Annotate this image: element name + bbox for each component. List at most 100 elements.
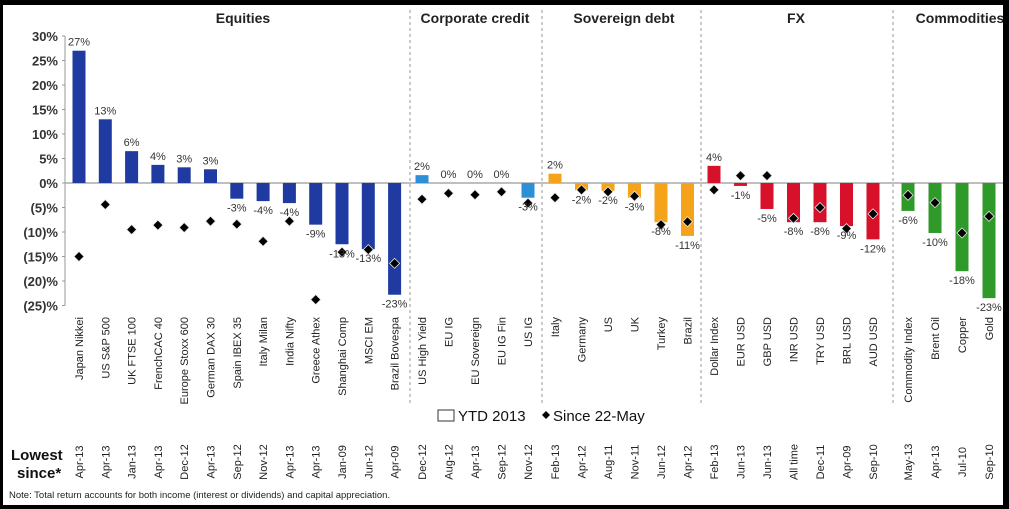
- data-label: -12%: [860, 243, 886, 255]
- bar: [707, 165, 721, 183]
- diamond-marker: [257, 235, 269, 247]
- category-label: Dollar Index: [709, 317, 721, 376]
- y-tick-label: 5%: [39, 152, 58, 167]
- category-label: Japan Nikkei: [74, 317, 86, 380]
- bar: [256, 183, 270, 202]
- bar: [521, 183, 535, 198]
- y-tick-label: (10)%: [23, 225, 58, 240]
- lowest-since-value: Apr-13: [100, 445, 112, 478]
- data-label: -4%: [280, 207, 300, 219]
- lowest-since-value: Apr-13: [153, 445, 165, 478]
- diamond-marker: [681, 216, 694, 228]
- data-label: -11%: [675, 240, 700, 252]
- diamond-marker: [362, 244, 374, 256]
- y-tick-label: (20)%: [23, 274, 58, 289]
- diamond-marker: [310, 294, 322, 306]
- data-label: 4%: [706, 152, 722, 164]
- category-label: EU IG Fin: [497, 317, 509, 365]
- y-tick-label: 20%: [32, 78, 58, 93]
- category-label: Brent Oil: [930, 317, 942, 360]
- lowest-since-value: Aug-11: [603, 445, 615, 480]
- bar: [760, 183, 774, 209]
- data-label: -23%: [382, 299, 408, 311]
- diamond-marker: [152, 219, 164, 231]
- diamond-marker: [814, 201, 826, 214]
- category-label: FrenchCAC 40: [153, 317, 165, 390]
- lowest-since-value: Apr-13: [74, 445, 86, 478]
- lowest-since-value: Apr-13: [284, 445, 296, 478]
- lowest-since-label-line2: since*: [17, 465, 61, 482]
- category-label: US High Yield: [417, 317, 429, 385]
- lowest-since-value: Aug-12: [444, 444, 456, 479]
- bar: [230, 183, 244, 199]
- diamond-marker: [708, 184, 720, 196]
- category-label: GBP USD: [762, 317, 774, 366]
- lowest-since-value: All time: [789, 444, 801, 480]
- category-label: Copper: [957, 317, 969, 353]
- bar: [98, 119, 112, 183]
- data-label: -8%: [651, 226, 671, 238]
- category-label: Commodity Index: [903, 317, 915, 403]
- section-title-fx: FX: [787, 10, 806, 26]
- bar: [72, 50, 86, 184]
- category-label: UK: [630, 316, 642, 332]
- category-label: INR USD: [789, 317, 801, 362]
- data-label: -2%: [598, 195, 618, 207]
- y-tick-label: (5)%: [31, 201, 59, 216]
- category-label: Germany: [577, 317, 589, 363]
- data-label: -3%: [625, 202, 645, 214]
- data-label: 0%: [494, 169, 510, 181]
- category-label: Spain IBEX 35: [232, 317, 244, 389]
- diamond-marker: [983, 210, 995, 222]
- y-axis: 30% 25% 20% 15% 10% 5% 0% (5)% (10)% (15)% (20)% (2…: [23, 29, 1003, 314]
- diamond-marker: [628, 190, 641, 202]
- bar: [361, 183, 375, 250]
- data-label: -8%: [810, 226, 830, 238]
- bar: [787, 183, 800, 223]
- diamond-marker: [495, 186, 508, 198]
- diamond-marker: [283, 215, 295, 227]
- legend-ytd-label: YTD 2013: [458, 408, 526, 425]
- lowest-since-value: May-13: [903, 444, 915, 481]
- data-label: -9%: [306, 229, 326, 241]
- data-label: -18%: [949, 275, 975, 287]
- lowest-since-value: Nov-12: [258, 444, 270, 479]
- data-label: 13%: [94, 105, 116, 117]
- category-label: MSCI EM: [363, 317, 375, 364]
- category-label: US IG: [523, 317, 535, 347]
- lowest-since-value: Apr-13: [470, 445, 482, 478]
- data-label: 4%: [150, 151, 166, 163]
- bar: [840, 183, 853, 227]
- lowest-since-value: Apr-09: [842, 445, 854, 478]
- bar: [734, 183, 747, 186]
- category-label: Europe Stoxx 600: [179, 317, 191, 404]
- lowest-since-value: Jul-10: [957, 447, 969, 477]
- diamond-marker: [416, 193, 428, 205]
- lowest-since-value: Dec-11: [815, 445, 827, 480]
- bar: [982, 183, 996, 299]
- diamond-marker: [73, 250, 85, 263]
- lowest-since-value: Sep-10: [868, 444, 880, 479]
- lowest-since-value: Apr-12: [683, 445, 695, 478]
- data-label: 3%: [203, 155, 219, 167]
- diamond-marker: [655, 219, 667, 231]
- lowest-since-value: Jun-12: [363, 445, 375, 479]
- y-tick-label: 0%: [39, 176, 58, 191]
- data-label: 0%: [467, 169, 483, 181]
- y-tick-label: 15%: [32, 103, 58, 118]
- data-label: -6%: [898, 215, 918, 227]
- bar: [125, 151, 139, 183]
- diamond-marker: [469, 189, 481, 201]
- bar: [548, 173, 562, 183]
- data-label: -13%: [355, 253, 381, 265]
- lowest-since-value: Sep-10: [984, 444, 996, 479]
- section-title-commodities: Commodities: [916, 10, 1003, 26]
- category-label: Gold: [984, 317, 996, 340]
- category-label: Greece Athex: [311, 317, 323, 384]
- bar: [654, 183, 668, 223]
- category-label: EU Sovereign: [470, 317, 482, 385]
- bar: [204, 169, 217, 183]
- category-label: Italy: [550, 317, 562, 338]
- diamond-marker: [549, 192, 561, 204]
- bar: [415, 175, 429, 183]
